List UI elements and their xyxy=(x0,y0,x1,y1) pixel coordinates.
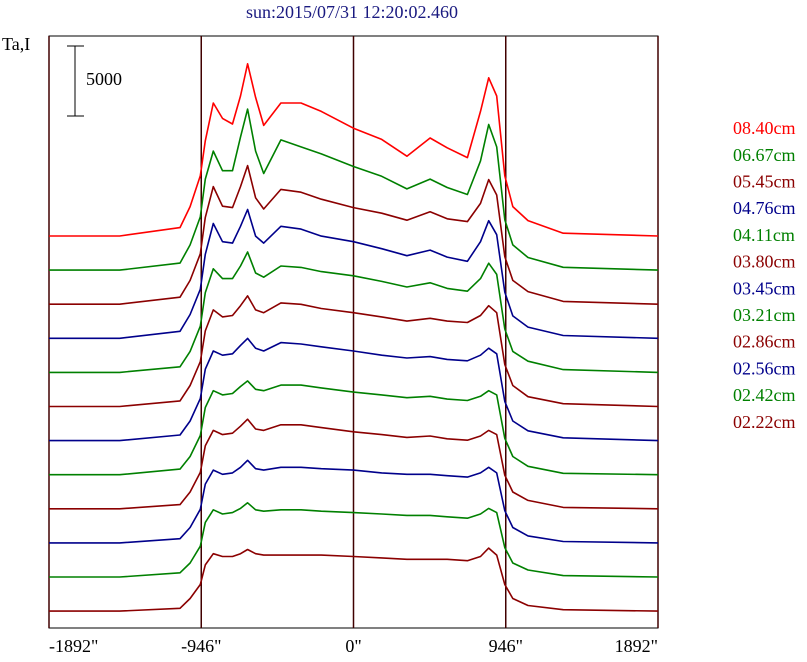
legend-entry: 02.42cm xyxy=(733,385,796,405)
chart-title: sun:2015/07/31 12:20:02.460 xyxy=(246,2,458,22)
legend-entry: 02.22cm xyxy=(733,412,796,432)
y-axis-label: Ta,I xyxy=(2,34,30,54)
series-line xyxy=(49,380,659,476)
legend-entry: 02.56cm xyxy=(733,358,796,378)
legend-entry: 02.86cm xyxy=(733,332,796,352)
scale-bar-label: 5000 xyxy=(86,69,122,89)
x-tick-label: 0" xyxy=(345,636,361,656)
legend-entry: 06.67cm xyxy=(733,145,796,165)
series-line xyxy=(49,63,659,237)
series-line xyxy=(49,251,659,374)
x-tick-label: -1892" xyxy=(49,636,98,656)
legend-entry: 08.40cm xyxy=(733,118,796,138)
series-line xyxy=(49,108,659,271)
series-line xyxy=(49,547,659,612)
series-line xyxy=(49,337,659,442)
series-line xyxy=(49,164,659,305)
x-tick-label: 1892" xyxy=(615,636,658,656)
series-line xyxy=(49,295,659,408)
series-line xyxy=(49,418,659,510)
legend-entry: 05.45cm xyxy=(733,172,796,192)
x-tick-label: 946" xyxy=(489,636,523,656)
legend-entry: 04.76cm xyxy=(733,198,796,218)
series-line xyxy=(49,208,659,340)
legend-entry: 04.11cm xyxy=(733,225,795,245)
legend-entry: 03.45cm xyxy=(733,278,796,298)
x-tick-label: -946" xyxy=(181,636,221,656)
series-line xyxy=(49,502,659,578)
legend-entry: 03.80cm xyxy=(733,252,796,272)
legend-entry: 03.21cm xyxy=(733,305,796,325)
series-line xyxy=(49,459,659,544)
